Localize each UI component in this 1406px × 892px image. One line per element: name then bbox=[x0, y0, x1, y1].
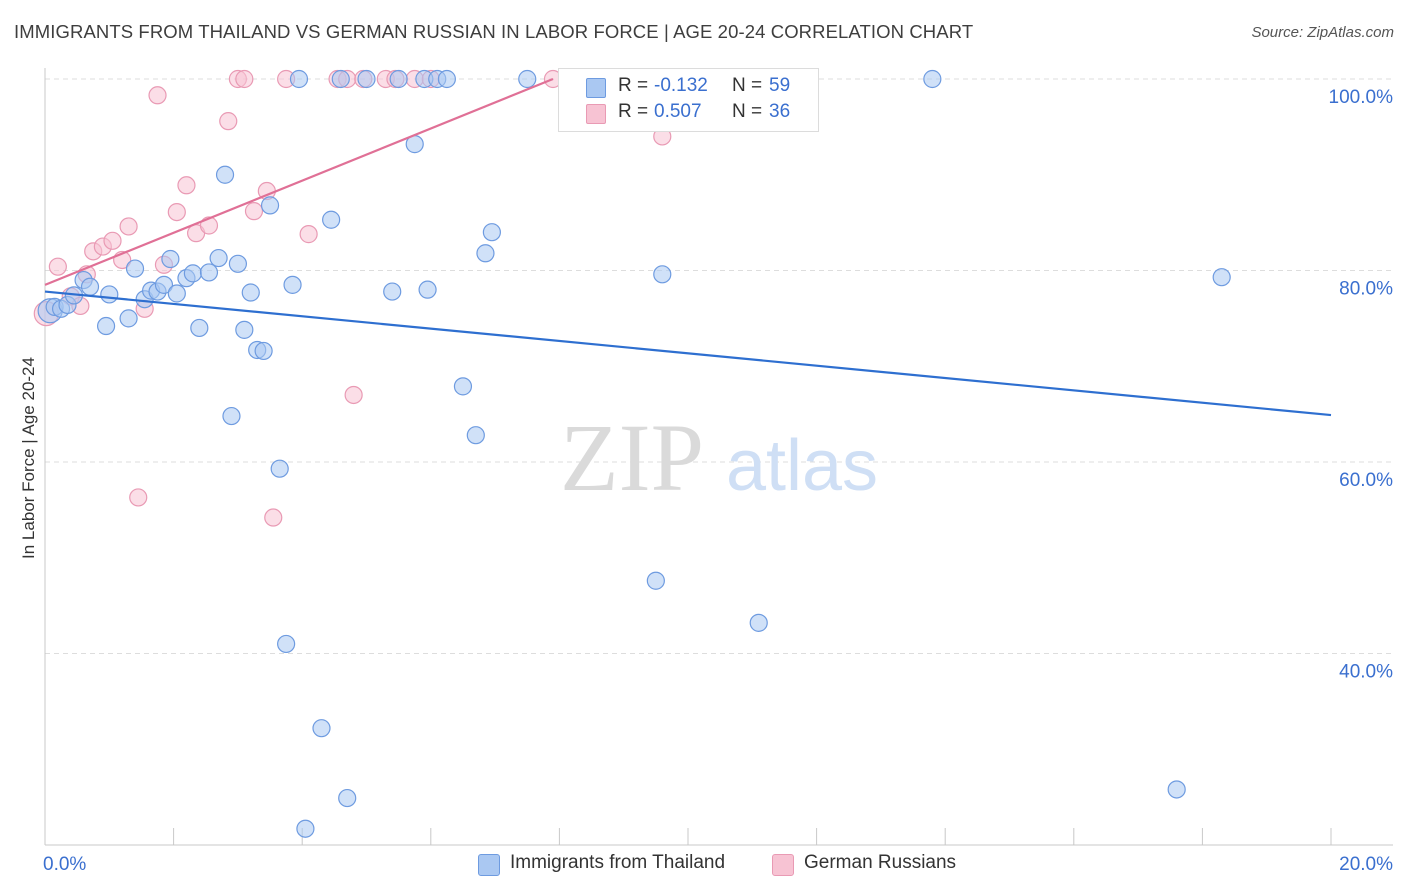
thailand-point bbox=[453, 377, 473, 396]
thailand-point bbox=[289, 69, 309, 89]
y-tick-label: 100.0% bbox=[1329, 87, 1394, 108]
thailand-point bbox=[283, 275, 302, 294]
chart-title: IMMIGRANTS FROM THAILAND VS GERMAN RUSSI… bbox=[14, 21, 974, 42]
r-label: R = bbox=[618, 101, 649, 122]
x-tick-label: 0.0% bbox=[43, 854, 86, 875]
german-russians-legend-label: German Russians bbox=[804, 852, 957, 873]
thailand-point bbox=[235, 320, 254, 339]
y-tick-labels: 40.0% 60.0% 80.0% 100.0% bbox=[1329, 87, 1394, 683]
thailand-point bbox=[923, 69, 942, 89]
german-russians-point bbox=[235, 69, 254, 89]
thailand-point bbox=[228, 254, 247, 273]
thailand-point bbox=[296, 819, 315, 838]
german-russians-point bbox=[299, 225, 318, 244]
german-russians-point bbox=[103, 231, 122, 250]
thailand-point bbox=[161, 249, 180, 269]
watermark: ZIP atlas bbox=[560, 404, 878, 511]
y-tick-label: 80.0% bbox=[1339, 279, 1393, 300]
stats-legend: R = -0.132 N = 59 R = 0.507 N = 36 bbox=[558, 68, 819, 132]
thailand-point bbox=[154, 275, 174, 294]
thailand-legend-label: Immigrants from Thailand bbox=[510, 852, 726, 873]
thailand-point bbox=[322, 210, 341, 229]
thailand-point bbox=[476, 244, 495, 263]
german-russians-point bbox=[167, 202, 186, 222]
thailand-point bbox=[183, 264, 202, 283]
n-label: N = bbox=[732, 75, 763, 96]
gridlines bbox=[45, 78, 1393, 654]
thailand-point bbox=[125, 259, 145, 278]
german-russians-point bbox=[129, 488, 148, 507]
x-tick-labels: 0.0% 20.0% bbox=[43, 854, 1393, 875]
thailand-point bbox=[80, 277, 100, 296]
thailand-swatch bbox=[586, 78, 606, 98]
thailand-point bbox=[1167, 780, 1186, 799]
german-russians-r-value: 0.507 bbox=[654, 101, 702, 122]
thailand-point bbox=[96, 316, 116, 336]
thailand-point bbox=[254, 341, 273, 361]
thailand-legend-swatch bbox=[478, 854, 500, 876]
thailand-point bbox=[199, 263, 219, 282]
thailand-point bbox=[338, 788, 357, 808]
german-russians-point bbox=[177, 176, 196, 195]
thailand-trend-line bbox=[44, 290, 1332, 417]
thailand-point bbox=[119, 309, 138, 328]
thailand-point bbox=[209, 248, 228, 268]
german-russians-point bbox=[48, 257, 67, 276]
german-russians-swatch bbox=[586, 104, 606, 124]
axes bbox=[44, 68, 1393, 846]
german-russians-point bbox=[344, 385, 363, 405]
thailand-point bbox=[437, 69, 456, 89]
thailand-point bbox=[749, 613, 768, 632]
watermark-atlas: atlas bbox=[726, 426, 878, 506]
german-russians-point bbox=[119, 217, 138, 236]
thailand-point bbox=[215, 165, 235, 184]
thailand-point bbox=[222, 406, 241, 426]
thailand-point bbox=[653, 265, 672, 284]
source-credit: Source: ZipAtlas.com bbox=[1251, 24, 1394, 41]
data-points bbox=[33, 69, 1231, 838]
r-label: R = bbox=[618, 75, 649, 96]
german-russians-point bbox=[148, 86, 167, 105]
thailand-point bbox=[1212, 268, 1231, 287]
thailand-point bbox=[466, 426, 485, 445]
thailand-point bbox=[277, 634, 296, 654]
thailand-point bbox=[241, 283, 260, 302]
thailand-point bbox=[270, 459, 289, 478]
german-russians-n-value: 36 bbox=[769, 101, 791, 122]
y-tick-label: 60.0% bbox=[1339, 470, 1393, 491]
n-label: N = bbox=[732, 101, 763, 122]
thailand-point bbox=[100, 285, 119, 304]
thailand-point bbox=[312, 719, 331, 738]
german-russians-point bbox=[219, 112, 238, 131]
thailand-point bbox=[482, 223, 501, 242]
thailand-point bbox=[190, 318, 209, 338]
thailand-point bbox=[383, 282, 402, 301]
x-tick-label: 20.0% bbox=[1339, 854, 1393, 875]
thailand-point bbox=[357, 69, 376, 89]
thailand-point bbox=[518, 69, 537, 89]
thailand-point bbox=[260, 196, 280, 215]
trend-lines bbox=[44, 77, 1332, 417]
thailand-point bbox=[646, 571, 665, 590]
thailand-point bbox=[331, 69, 350, 89]
thailand-point bbox=[389, 69, 408, 89]
thailand-n-value: 59 bbox=[769, 75, 791, 96]
german-russians-trend-line bbox=[44, 77, 554, 286]
watermark-zip: ZIP bbox=[560, 404, 704, 511]
thailand-r-value: -0.132 bbox=[654, 75, 708, 96]
german-russians-point bbox=[264, 508, 283, 527]
thailand-point bbox=[418, 280, 437, 299]
german-russians-point bbox=[244, 202, 264, 221]
thailand-point bbox=[167, 284, 186, 303]
y-tick-label: 40.0% bbox=[1339, 662, 1393, 683]
german-russians-legend-swatch bbox=[772, 854, 794, 876]
